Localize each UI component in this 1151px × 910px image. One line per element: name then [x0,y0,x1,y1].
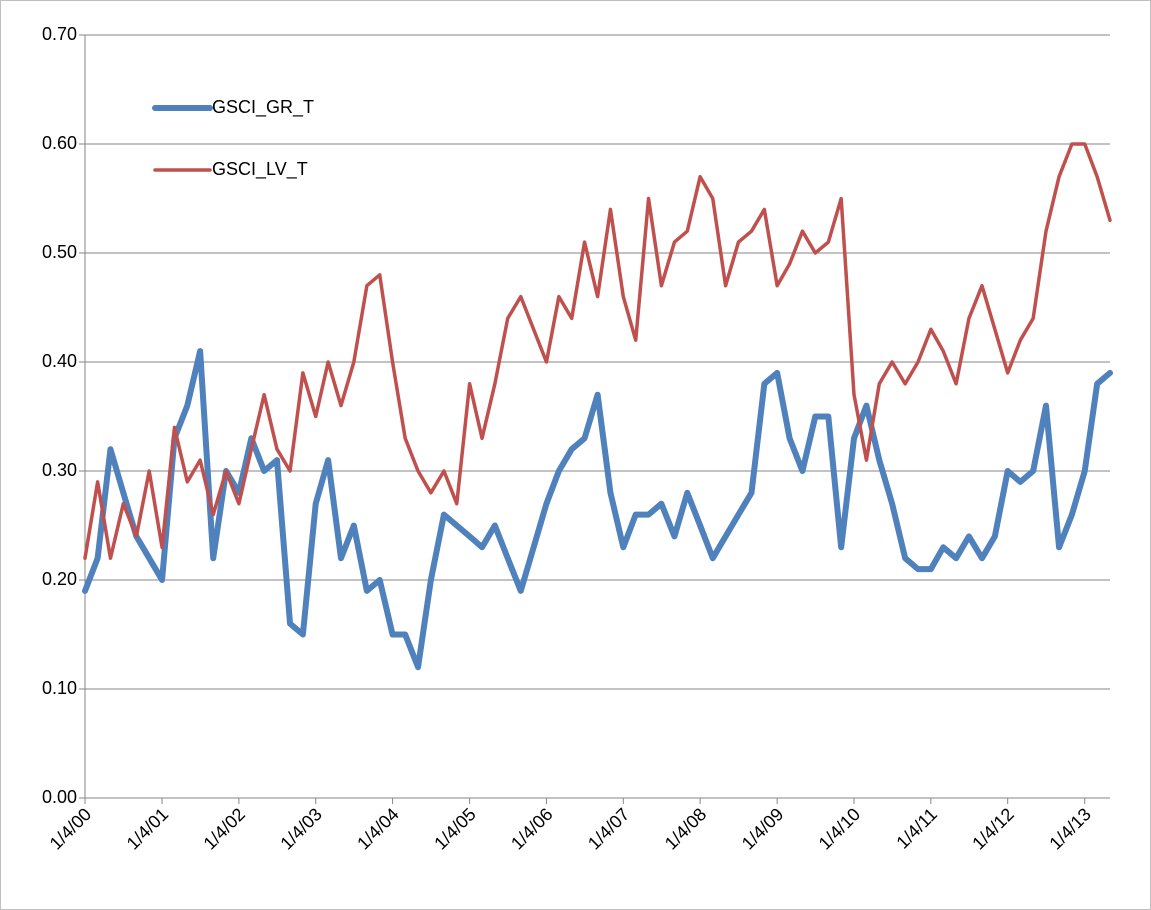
series-line [82,348,1113,671]
y-tick-label: 0.50 [42,242,77,262]
series-line [83,142,1112,560]
y-tick-label: 0.60 [42,133,77,153]
y-tick-label: 0.10 [42,678,77,698]
legend-label: GSCI_GR_T [212,97,314,118]
y-tick-label: 0.20 [42,569,77,589]
legend-label: GSCI_LV_T [212,159,308,180]
y-tick-label: 0.70 [42,24,77,44]
y-tick-label: 0.30 [42,460,77,480]
y-tick-label: 0.40 [42,351,77,371]
y-tick-label: 0.00 [42,787,77,807]
